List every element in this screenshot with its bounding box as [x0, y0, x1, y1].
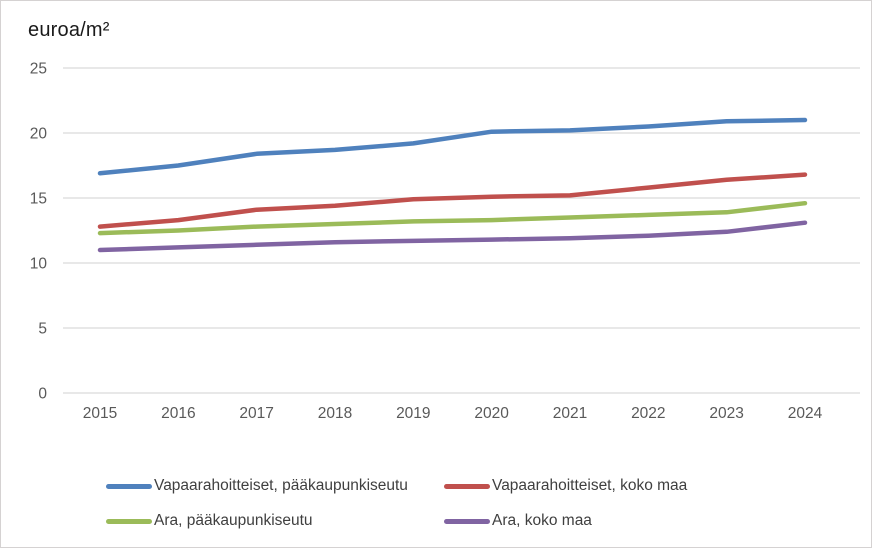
- series-line: [97, 220, 808, 253]
- x-axis-tick-label: 2015: [83, 405, 117, 422]
- x-axis-tick-label: 2019: [396, 405, 430, 422]
- legend-swatch-line-icon: [444, 483, 490, 489]
- x-axis-tick-label: 2016: [161, 405, 195, 422]
- y-axis-tick-label: 15: [30, 191, 47, 208]
- series-line: [97, 200, 808, 236]
- legend-label: Ara, koko maa: [492, 512, 592, 529]
- y-axis-tick-label: 25: [30, 61, 47, 78]
- legend-label: Vapaarahoitteiset, pääkaupunkiseutu: [154, 477, 408, 494]
- x-axis-tick-label: 2022: [631, 405, 665, 422]
- x-axis-tick-label: 2024: [788, 405, 823, 422]
- legend-item: Vapaarahoitteiset, pääkaupunkiseutu: [106, 477, 408, 495]
- y-axis-tick-label: 10: [30, 256, 48, 273]
- legend-swatch-line-icon: [444, 518, 490, 524]
- x-axis-tick-label: 2018: [318, 405, 352, 422]
- series-line: [97, 172, 808, 229]
- y-axis-tick-label: 20: [30, 126, 48, 143]
- line-chart-plot-area: 0 5 10 15 20 25 2015 2016 2017 2018 2019 2020 2021 20…: [30, 61, 860, 422]
- legend-item: Vapaarahoitteiset, koko maa: [444, 477, 687, 495]
- series-line: [97, 117, 808, 176]
- legend-item: Ara, pääkaupunkiseutu: [106, 512, 313, 530]
- x-axis-tick-label: 2017: [239, 405, 273, 422]
- y-axis-tick-label: 5: [38, 321, 47, 338]
- legend: Vapaarahoitteiset, pääkaupunkiseutu Vapa…: [1, 463, 871, 543]
- x-axis-tick-label: 2023: [709, 405, 743, 422]
- x-axis-tick-label: 2020: [474, 405, 509, 422]
- x-axis-tick-label: 2021: [553, 405, 587, 422]
- legend-label: Ara, pääkaupunkiseutu: [154, 512, 313, 529]
- legend-swatch-line-icon: [106, 483, 152, 489]
- legend-item: Ara, koko maa: [444, 512, 592, 530]
- chart-title: euroa/m²: [28, 19, 110, 41]
- legend-label: Vapaarahoitteiset, koko maa: [492, 477, 688, 494]
- legend-swatch-line-icon: [106, 518, 152, 524]
- y-axis-tick-label: 0: [38, 386, 47, 403]
